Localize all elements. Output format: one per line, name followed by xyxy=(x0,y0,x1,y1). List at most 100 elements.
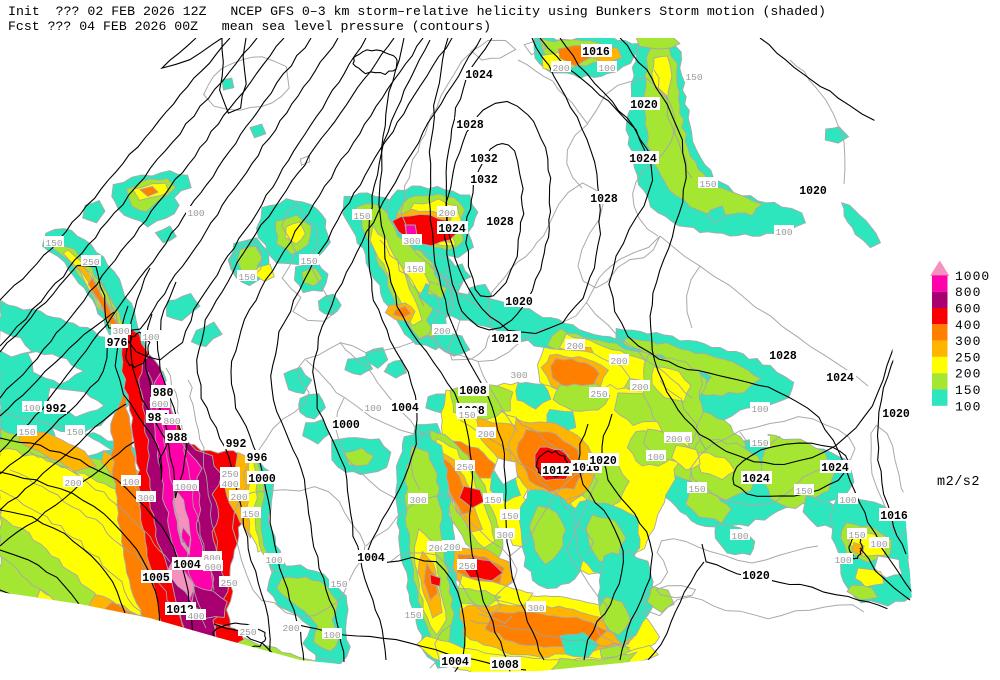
svg-text:150: 150 xyxy=(955,383,981,398)
svg-text:150: 150 xyxy=(406,264,423,275)
svg-text:250: 250 xyxy=(239,627,256,638)
svg-text:300: 300 xyxy=(403,236,420,247)
svg-text:1028: 1028 xyxy=(590,193,618,206)
svg-text:600: 600 xyxy=(955,302,981,317)
svg-text:1032: 1032 xyxy=(470,174,498,187)
svg-text:300: 300 xyxy=(527,603,544,614)
svg-text:150: 150 xyxy=(501,511,518,522)
svg-text:100: 100 xyxy=(598,63,615,74)
svg-text:1016: 1016 xyxy=(582,46,610,59)
svg-text:996: 996 xyxy=(247,452,268,465)
svg-text:1024: 1024 xyxy=(629,153,657,166)
svg-text:1020: 1020 xyxy=(630,99,658,112)
svg-text:100: 100 xyxy=(751,404,768,415)
svg-text:200: 200 xyxy=(610,356,627,367)
svg-text:150: 150 xyxy=(242,509,259,520)
svg-text:150: 150 xyxy=(848,530,865,541)
svg-text:992: 992 xyxy=(226,438,247,451)
svg-text:1028: 1028 xyxy=(769,350,797,363)
svg-text:200: 200 xyxy=(282,623,299,634)
svg-text:400: 400 xyxy=(187,611,204,622)
svg-text:150: 150 xyxy=(300,256,317,267)
svg-text:300: 300 xyxy=(510,370,527,381)
svg-text:100: 100 xyxy=(834,555,851,566)
svg-text:200: 200 xyxy=(438,208,455,219)
svg-text:100: 100 xyxy=(122,477,139,488)
svg-text:200: 200 xyxy=(552,63,569,74)
svg-text:100: 100 xyxy=(187,208,204,219)
svg-text:250: 250 xyxy=(221,469,238,480)
svg-text:1004: 1004 xyxy=(391,402,419,415)
svg-text:100: 100 xyxy=(870,539,887,550)
svg-text:250: 250 xyxy=(456,462,473,473)
svg-text:100: 100 xyxy=(142,332,159,343)
svg-text:150: 150 xyxy=(45,238,62,249)
svg-text:300: 300 xyxy=(409,495,426,506)
svg-text:150: 150 xyxy=(404,610,421,621)
svg-text:100: 100 xyxy=(323,630,340,641)
svg-text:1024: 1024 xyxy=(465,69,493,82)
svg-text:150: 150 xyxy=(685,72,702,83)
svg-text:150: 150 xyxy=(751,438,768,449)
svg-text:980: 980 xyxy=(153,387,174,400)
svg-text:1000: 1000 xyxy=(955,269,990,284)
svg-text:1008: 1008 xyxy=(491,659,519,672)
svg-text:300: 300 xyxy=(137,493,154,504)
svg-text:1020: 1020 xyxy=(742,570,770,583)
svg-text:1012: 1012 xyxy=(542,465,570,478)
svg-text:250: 250 xyxy=(955,350,981,365)
svg-text:150: 150 xyxy=(353,211,370,222)
svg-text:1032: 1032 xyxy=(470,153,498,166)
svg-text:400: 400 xyxy=(955,318,981,333)
svg-text:1004: 1004 xyxy=(441,656,469,669)
svg-text:600: 600 xyxy=(151,399,168,410)
svg-text:150: 150 xyxy=(484,495,501,506)
svg-text:600: 600 xyxy=(204,562,221,573)
svg-text:200: 200 xyxy=(566,341,583,352)
svg-text:100: 100 xyxy=(731,531,748,542)
svg-text:150: 150 xyxy=(458,410,475,421)
svg-text:200: 200 xyxy=(443,542,460,553)
svg-text:200: 200 xyxy=(631,382,648,393)
svg-text:300: 300 xyxy=(112,326,129,337)
svg-text:150: 150 xyxy=(238,272,255,283)
svg-text:1004: 1004 xyxy=(357,552,385,565)
svg-text:m2/s2: m2/s2 xyxy=(937,475,980,490)
svg-text:250: 250 xyxy=(458,561,475,572)
svg-text:100: 100 xyxy=(955,399,981,414)
svg-text:992: 992 xyxy=(46,403,67,416)
svg-text:150: 150 xyxy=(699,179,716,190)
svg-text:200: 200 xyxy=(230,492,247,503)
svg-text:400: 400 xyxy=(221,479,238,490)
svg-text:Init ??? 02 FEB 2026 12Z NC: Init ??? 02 FEB 2026 12Z NCEP GFS 0–3 km… xyxy=(8,4,826,19)
svg-text:1005: 1005 xyxy=(142,572,170,585)
svg-text:988: 988 xyxy=(167,432,188,445)
svg-text:Fcst ??? 04 FEB 2026 00Z mea: Fcst ??? 04 FEB 2026 00Z mean sea level … xyxy=(8,19,491,34)
svg-text:250: 250 xyxy=(220,578,237,589)
svg-text:1000: 1000 xyxy=(175,482,198,493)
svg-text:1024: 1024 xyxy=(742,473,770,486)
svg-text:200: 200 xyxy=(428,543,445,554)
svg-text:800: 800 xyxy=(955,285,981,300)
svg-text:976: 976 xyxy=(107,337,128,350)
svg-text:1000: 1000 xyxy=(332,419,360,432)
svg-text:100: 100 xyxy=(265,555,282,566)
svg-text:1012: 1012 xyxy=(491,333,519,346)
svg-text:1020: 1020 xyxy=(505,296,533,309)
svg-text:100: 100 xyxy=(775,227,792,238)
svg-text:1020: 1020 xyxy=(799,185,827,198)
svg-text:1000: 1000 xyxy=(248,473,276,486)
svg-text:150: 150 xyxy=(66,427,83,438)
svg-text:1020: 1020 xyxy=(882,408,910,421)
svg-text:800: 800 xyxy=(203,553,220,564)
svg-text:200: 200 xyxy=(665,434,682,445)
svg-text:200: 200 xyxy=(955,367,981,382)
svg-text:1020: 1020 xyxy=(589,455,617,468)
svg-text:300: 300 xyxy=(955,334,981,349)
svg-text:1024: 1024 xyxy=(826,372,854,385)
svg-text:250: 250 xyxy=(82,257,99,268)
svg-text:150: 150 xyxy=(688,484,705,495)
svg-text:800: 800 xyxy=(163,416,180,427)
svg-text:1028: 1028 xyxy=(486,216,514,229)
svg-text:150: 150 xyxy=(795,486,812,497)
